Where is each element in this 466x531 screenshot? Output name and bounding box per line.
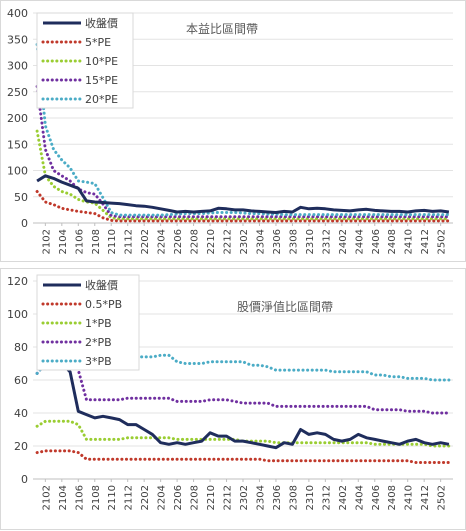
pe-y-tick-label: 150 bbox=[7, 138, 28, 151]
pb-series-line-3 bbox=[35, 362, 451, 415]
pe-x-tick-label: 2102 bbox=[41, 229, 52, 254]
pe-x-axis: 2102 2104 2106 2108 2110 2112 2202 2204 2206 2208… bbox=[41, 223, 448, 254]
pb-legend: 收盤價 0.5*PB 1*PB 2*PB 3*PB bbox=[36, 274, 140, 371]
pb-x-tick-label: 2206 bbox=[173, 485, 184, 510]
pb-chart-title: 股價淨值比區間帶 bbox=[237, 299, 333, 314]
pe-x-tick-label: 2202 bbox=[140, 229, 151, 254]
pe-band-chart-svg: 0 50 100 150 200 250 300 350 400 2102 2104 2106 2108… bbox=[7, 7, 453, 254]
pe-x-tick-label: 2108 bbox=[91, 229, 102, 254]
pe-x-tick-label: 2404 bbox=[354, 229, 365, 254]
pe-y-tick-label: 200 bbox=[7, 112, 28, 125]
pb-legend-box bbox=[36, 274, 140, 371]
pe-x-tick-label: 2308 bbox=[288, 229, 299, 254]
pe-y-tick-label: 100 bbox=[7, 165, 28, 178]
pb-x-tick-label: 2304 bbox=[255, 485, 266, 510]
pb-x-tick-label: 2306 bbox=[272, 485, 283, 510]
pb-x-tick-label: 2302 bbox=[239, 485, 250, 510]
pb-x-tick-label: 2210 bbox=[206, 485, 217, 510]
pb-x-tick-label: 2406 bbox=[371, 485, 382, 510]
pe-x-tick-label: 2406 bbox=[371, 229, 382, 254]
pe-x-tick-label: 2412 bbox=[420, 229, 431, 254]
pe-legend-label-2: 10*PE bbox=[85, 55, 118, 68]
pe-x-tick-label: 2210 bbox=[206, 229, 217, 254]
pe-x-tick-label: 2204 bbox=[157, 229, 168, 254]
pb-x-tick-label: 2310 bbox=[305, 485, 316, 510]
pe-x-tick-label: 2310 bbox=[305, 229, 316, 254]
pe-y-tick-label: 400 bbox=[7, 7, 28, 20]
pb-x-tick-label: 2112 bbox=[124, 485, 135, 510]
pb-x-tick-label: 2402 bbox=[338, 485, 349, 510]
pe-x-tick-label: 2306 bbox=[272, 229, 283, 254]
pb-x-tick-label: 2412 bbox=[420, 485, 431, 510]
pb-legend-label-0: 收盤價 bbox=[85, 278, 118, 292]
pb-x-tick-label: 2110 bbox=[107, 485, 118, 510]
pb-x-tick-label: 2102 bbox=[41, 485, 52, 510]
pe-series-line-0 bbox=[36, 174, 450, 214]
pb-legend-label-4: 3*PB bbox=[85, 355, 112, 368]
pb-x-tick-label: 2404 bbox=[354, 485, 365, 510]
pb-x-tick-label: 2204 bbox=[157, 485, 168, 510]
pb-y-tick-label: 100 bbox=[7, 308, 28, 321]
pb-x-tick-label: 2202 bbox=[140, 485, 151, 510]
pe-y-tick-label: 300 bbox=[7, 60, 28, 73]
pb-y-tick-label: 0 bbox=[21, 473, 28, 486]
pe-x-tick-label: 2312 bbox=[321, 229, 332, 254]
pb-y-tick-label: 80 bbox=[14, 341, 28, 354]
pe-x-tick-label: 2410 bbox=[404, 229, 415, 254]
pe-y-tick-label: 250 bbox=[7, 86, 28, 99]
pb-x-tick-label: 2408 bbox=[387, 485, 398, 510]
pe-legend-label-4: 20*PE bbox=[85, 93, 118, 106]
pb-legend-label-3: 2*PB bbox=[85, 336, 112, 349]
pe-x-tick-label: 2502 bbox=[437, 229, 448, 254]
pe-legend-label-1: 5*PE bbox=[85, 36, 111, 49]
pe-legend: 收盤價 5*PE 10*PE 15*PE 20*PE bbox=[36, 12, 134, 109]
pb-legend-label-2: 1*PB bbox=[85, 317, 112, 330]
pe-chart-title: 本益比區間帶 bbox=[186, 22, 258, 36]
pe-y-tick-label: 0 bbox=[21, 217, 28, 230]
pb-x-tick-label: 2104 bbox=[58, 485, 69, 510]
pe-legend-label-0: 收盤價 bbox=[85, 16, 118, 30]
pe-series-line-2 bbox=[35, 129, 451, 221]
pe-y-tick-label: 350 bbox=[7, 33, 28, 46]
pb-legend-label-1: 0.5*PB bbox=[85, 298, 122, 311]
pb-series-line-0 bbox=[36, 358, 450, 450]
pe-x-tick-label: 2408 bbox=[387, 229, 398, 254]
pe-x-tick-label: 2212 bbox=[223, 229, 234, 254]
pe-x-tick-label: 2304 bbox=[255, 229, 266, 254]
pb-x-tick-label: 2208 bbox=[190, 485, 201, 510]
pe-legend-label-3: 15*PE bbox=[85, 74, 118, 87]
pe-x-tick-label: 2106 bbox=[74, 229, 85, 254]
pb-x-tick-label: 2410 bbox=[404, 485, 415, 510]
pb-x-tick-label: 2108 bbox=[91, 485, 102, 510]
pb-x-axis: 2102 2104 2106 2108 2110 2112 2202 2204 2206 2208… bbox=[41, 479, 448, 510]
pe-x-tick-label: 2402 bbox=[338, 229, 349, 254]
pe-x-tick-label: 2110 bbox=[107, 229, 118, 254]
pe-x-tick-label: 2104 bbox=[58, 229, 69, 254]
pb-x-tick-label: 2308 bbox=[288, 485, 299, 510]
pe-band-chart: 0 50 100 150 200 250 300 350 400 2102 2104 2106 2108… bbox=[0, 0, 466, 262]
pb-series-line-1 bbox=[35, 449, 451, 464]
pb-x-tick-label: 2502 bbox=[437, 485, 448, 510]
pb-y-tick-label: 40 bbox=[14, 407, 28, 420]
pb-y-tick-label: 120 bbox=[7, 275, 28, 288]
pe-x-tick-label: 2206 bbox=[173, 229, 184, 254]
pb-y-tick-label: 20 bbox=[14, 440, 28, 453]
pb-x-tick-label: 2212 bbox=[223, 485, 234, 510]
pb-x-tick-label: 2106 bbox=[74, 485, 85, 510]
pe-x-tick-label: 2112 bbox=[124, 229, 135, 254]
pe-x-tick-label: 2208 bbox=[190, 229, 201, 254]
pb-y-tick-label: 60 bbox=[14, 374, 28, 387]
pe-series-line-3 bbox=[35, 85, 451, 219]
pe-x-tick-label: 2302 bbox=[239, 229, 250, 254]
pb-x-tick-label: 2312 bbox=[321, 485, 332, 510]
pb-band-chart: 0 20 40 60 80 100 120 2102 2104 2106 2108 2110 2112 2… bbox=[0, 268, 466, 530]
pe-y-tick-label: 50 bbox=[14, 191, 28, 204]
